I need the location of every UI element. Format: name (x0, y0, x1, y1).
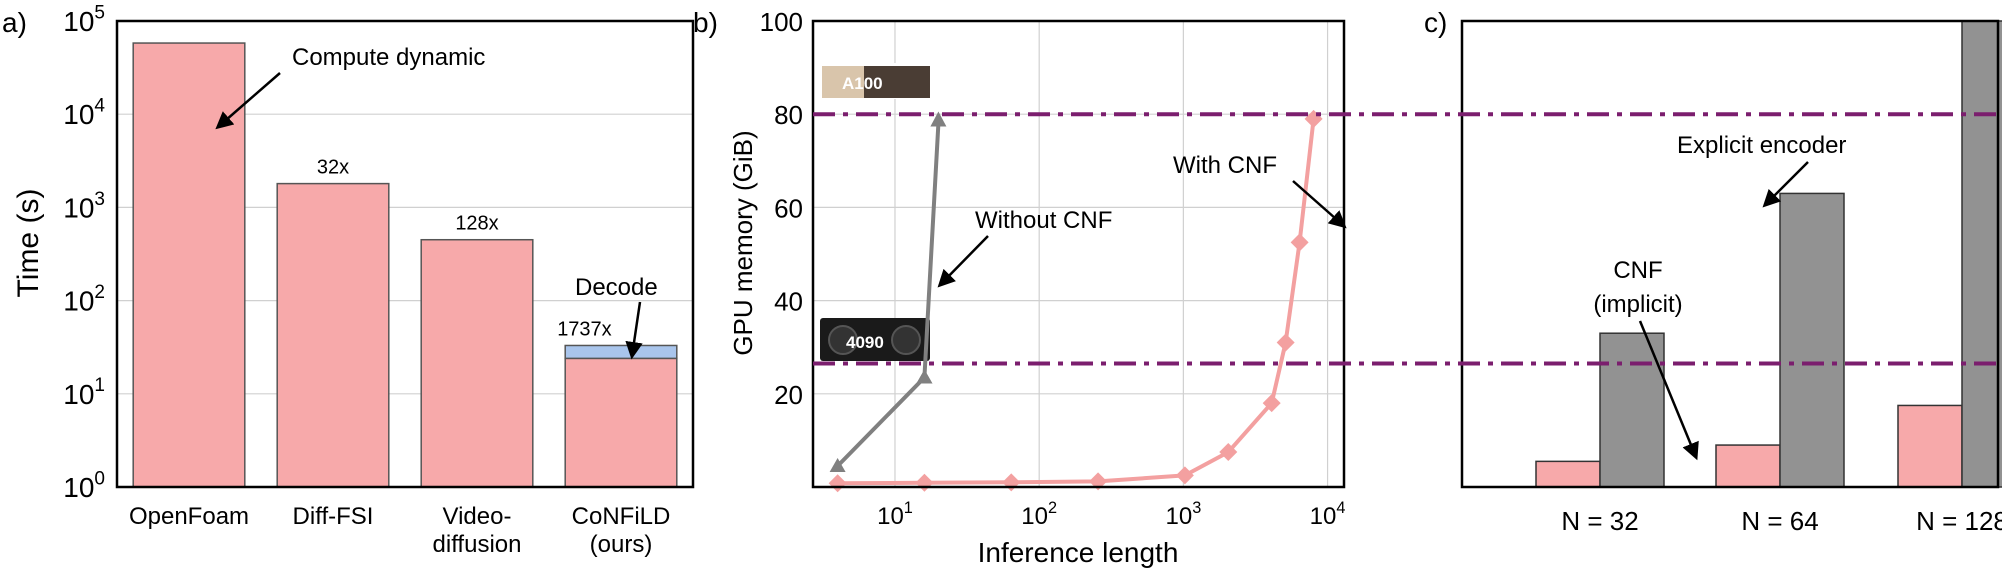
panel-a-data-label: 128x (455, 213, 498, 235)
series-line-without (836, 123, 941, 468)
cnf-arrow (1638, 320, 1699, 461)
panel-a-ytick-label: 104 (63, 96, 105, 131)
panel-b-xtick-label: 101 (877, 499, 913, 530)
panel-a-yticks: 100 101 102 103 104 105 (63, 2, 105, 503)
panel-b-xtick-label: 103 (1165, 499, 1201, 530)
panel-a: a) Time (s) 100 101 102 103 104 105 OpenFoam D… (2, 2, 695, 558)
panel-c-label: c) (1424, 7, 1447, 38)
panel-b-xtick-label: 104 (1310, 499, 1346, 530)
with-arrow (1292, 180, 1347, 229)
panel-a-bar (132, 42, 246, 488)
panel-a-ytick-label: 100 (63, 468, 105, 503)
series-point-with (1262, 394, 1281, 413)
series-point-with (915, 473, 934, 492)
panel-b-xtick-label: 102 (1021, 499, 1057, 530)
panel-a-ytick-label: 105 (63, 2, 105, 37)
series-point-with (828, 474, 847, 493)
panel-c-bar-cnf (1535, 460, 1601, 488)
panel-a-data-label: 32x (317, 157, 349, 179)
decode-annotation: Decode (575, 274, 658, 301)
panel-a-xtick-label: CoNFiLD (572, 503, 671, 530)
panel-a-decode-bar (564, 344, 678, 360)
panel-a-bars (132, 42, 678, 488)
explicit-annotation: Explicit encoder (1677, 132, 1846, 159)
compute-arrow (215, 72, 281, 130)
panel-c-bar-explicit (1599, 332, 1665, 488)
series-point-without (930, 111, 947, 127)
panel-b-ytick-label: 20 (774, 380, 803, 410)
panel-b-xticks: 101 102 103 104 (877, 499, 1345, 530)
decode-arrow (625, 301, 643, 360)
panel-c-xtick-label: N = 128 (1916, 506, 2002, 536)
series-point-with (1002, 473, 1021, 492)
panel-a-frame (115, 19, 695, 489)
panel-a-xtick-label: OpenFoam (129, 503, 249, 530)
panel-b-ytick-label: 80 (774, 100, 803, 130)
panel-c-bar-cnf (1715, 444, 1781, 488)
panel-a-data-label: 1737x (557, 318, 612, 340)
compute-annotation: Compute dynamic (292, 44, 485, 71)
gpu-a100-badge: A100 (820, 63, 930, 99)
panel-b-yticks: 20 40 60 80 100 (760, 7, 803, 410)
with-annotation: With CNF (1173, 152, 1277, 179)
series-point-with (1290, 233, 1309, 252)
panel-a-ytick-label: 102 (63, 282, 105, 317)
without-arrow (937, 235, 989, 288)
panel-a-data-labels: 32x 128x 1737x (317, 157, 612, 341)
panel-b-frame (811, 19, 1346, 489)
panel-c-bars (1535, 20, 2002, 488)
panel-a-xtick-label: Video- (443, 503, 512, 530)
gpu-4090-badge: 4090 (820, 318, 930, 361)
panel-a-ylabel: Time (s) (12, 189, 45, 298)
series-line-with (837, 118, 1316, 486)
panel-c-bar-explicit (1961, 20, 2002, 488)
series-point-without (916, 369, 933, 384)
panel-b-series (828, 109, 1323, 493)
panel-a-xtick-label: (ours) (590, 531, 653, 558)
panel-c-xtick-label: N = 32 (1561, 506, 1638, 536)
explicit-arrow (1762, 161, 1809, 208)
series-point-without (829, 458, 846, 473)
panel-b-ylabel: GPU memory (GiB) (728, 130, 758, 355)
series-point-with (1175, 466, 1194, 485)
panel-a-xlabels: OpenFoam Diff-FSI Video-diffusion CoNFiLD(o… (129, 503, 670, 558)
panel-b-label: b) (693, 7, 718, 38)
series-point-with (1219, 443, 1238, 462)
gpu-4090-label: 4090 (846, 333, 884, 352)
panel-a-bar (564, 357, 678, 488)
panel-a-bar (420, 238, 534, 488)
panel-c-xlabels: N = 32 N = 64 N = 128 (1561, 506, 2002, 536)
panel-a-label: a) (2, 7, 27, 38)
cnf-annotation-line1: CNF (1613, 257, 1662, 284)
panel-c-xtick-label: N = 64 (1741, 506, 1818, 536)
without-annotation: Without CNF (975, 207, 1112, 234)
memory-limit-lines (813, 112, 1998, 366)
panel-b-ytick-label: 60 (774, 193, 803, 223)
panel-c: c) N = 32 N = 64 N = 128 Explicit encoder … (1424, 7, 2002, 536)
panel-a-xtick-label: diffusion (433, 531, 522, 558)
panel-c-frame (1460, 19, 2000, 489)
panel-a-xtick-label: Diff-FSI (293, 503, 374, 530)
gpu-a100-label: A100 (842, 74, 883, 93)
series-point-with (1276, 333, 1295, 352)
panel-b-ytick-label: 40 (774, 287, 803, 317)
panel-c-bar-cnf (1897, 404, 1963, 488)
panel-a-bar (276, 182, 390, 488)
panel-a-ytick-label: 103 (63, 189, 105, 224)
panel-c-bar-explicit (1779, 192, 1845, 488)
panel-b-xlabel: Inference length (978, 537, 1179, 568)
panel-b-ytick-label: 100 (760, 7, 803, 37)
cnf-annotation-line2: (implicit) (1593, 291, 1682, 318)
panel-b: b) GPU memory (GiB) Inference length 20 4… (693, 7, 1347, 568)
panel-a-ytick-label: 101 (63, 375, 105, 410)
